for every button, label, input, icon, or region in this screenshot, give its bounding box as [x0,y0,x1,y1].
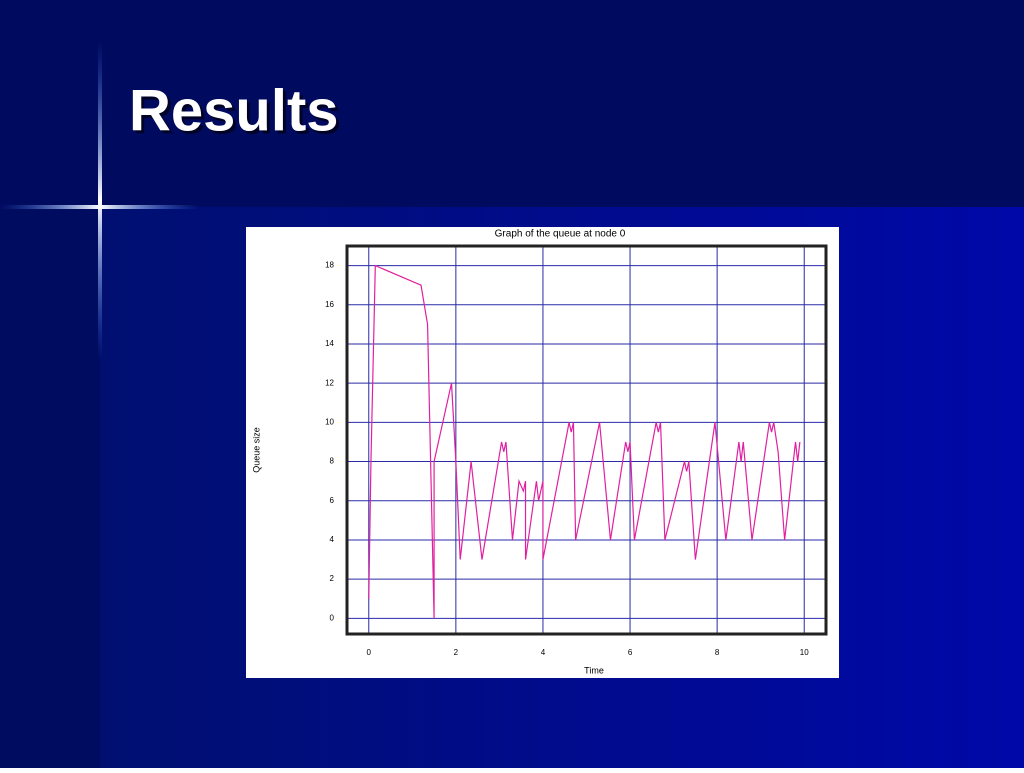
title-band [0,0,1024,207]
x-tick-label: 0 [367,648,372,657]
title-shadow: Results [132,81,342,146]
x-tick-label: 4 [541,648,546,657]
glare [98,40,102,360]
x-axis-label: Time [584,665,604,675]
x-tick-label: 6 [628,648,633,657]
x-tick-label: 2 [454,648,459,657]
y-tick-label: 4 [330,535,335,544]
side-band [0,207,100,768]
chart-title: Graph of the queue at node 0 [495,229,626,240]
plot: 0 2 4 6 8 10 12 14 16 18 0 2 4 6 8 10 [325,246,826,657]
slide-title: Results [129,78,339,143]
y-tick-label: 14 [325,339,334,348]
y-tick-label: 18 [325,261,334,270]
y-tick-label: 12 [325,378,334,387]
y-axis-label: Queue size [251,427,261,473]
y-tick-label: 8 [330,457,335,466]
y-tick-label: 10 [325,417,334,426]
x-tick-label: 8 [715,648,720,657]
data-line [368,264,801,619]
y-tick-label: 0 [330,613,335,622]
plot-frame [345,244,828,636]
y-tick-label: 6 [330,496,335,505]
y-tick-label: 2 [330,574,335,583]
x-tick-label: 10 [800,648,809,657]
y-tick-label: 16 [325,300,334,309]
